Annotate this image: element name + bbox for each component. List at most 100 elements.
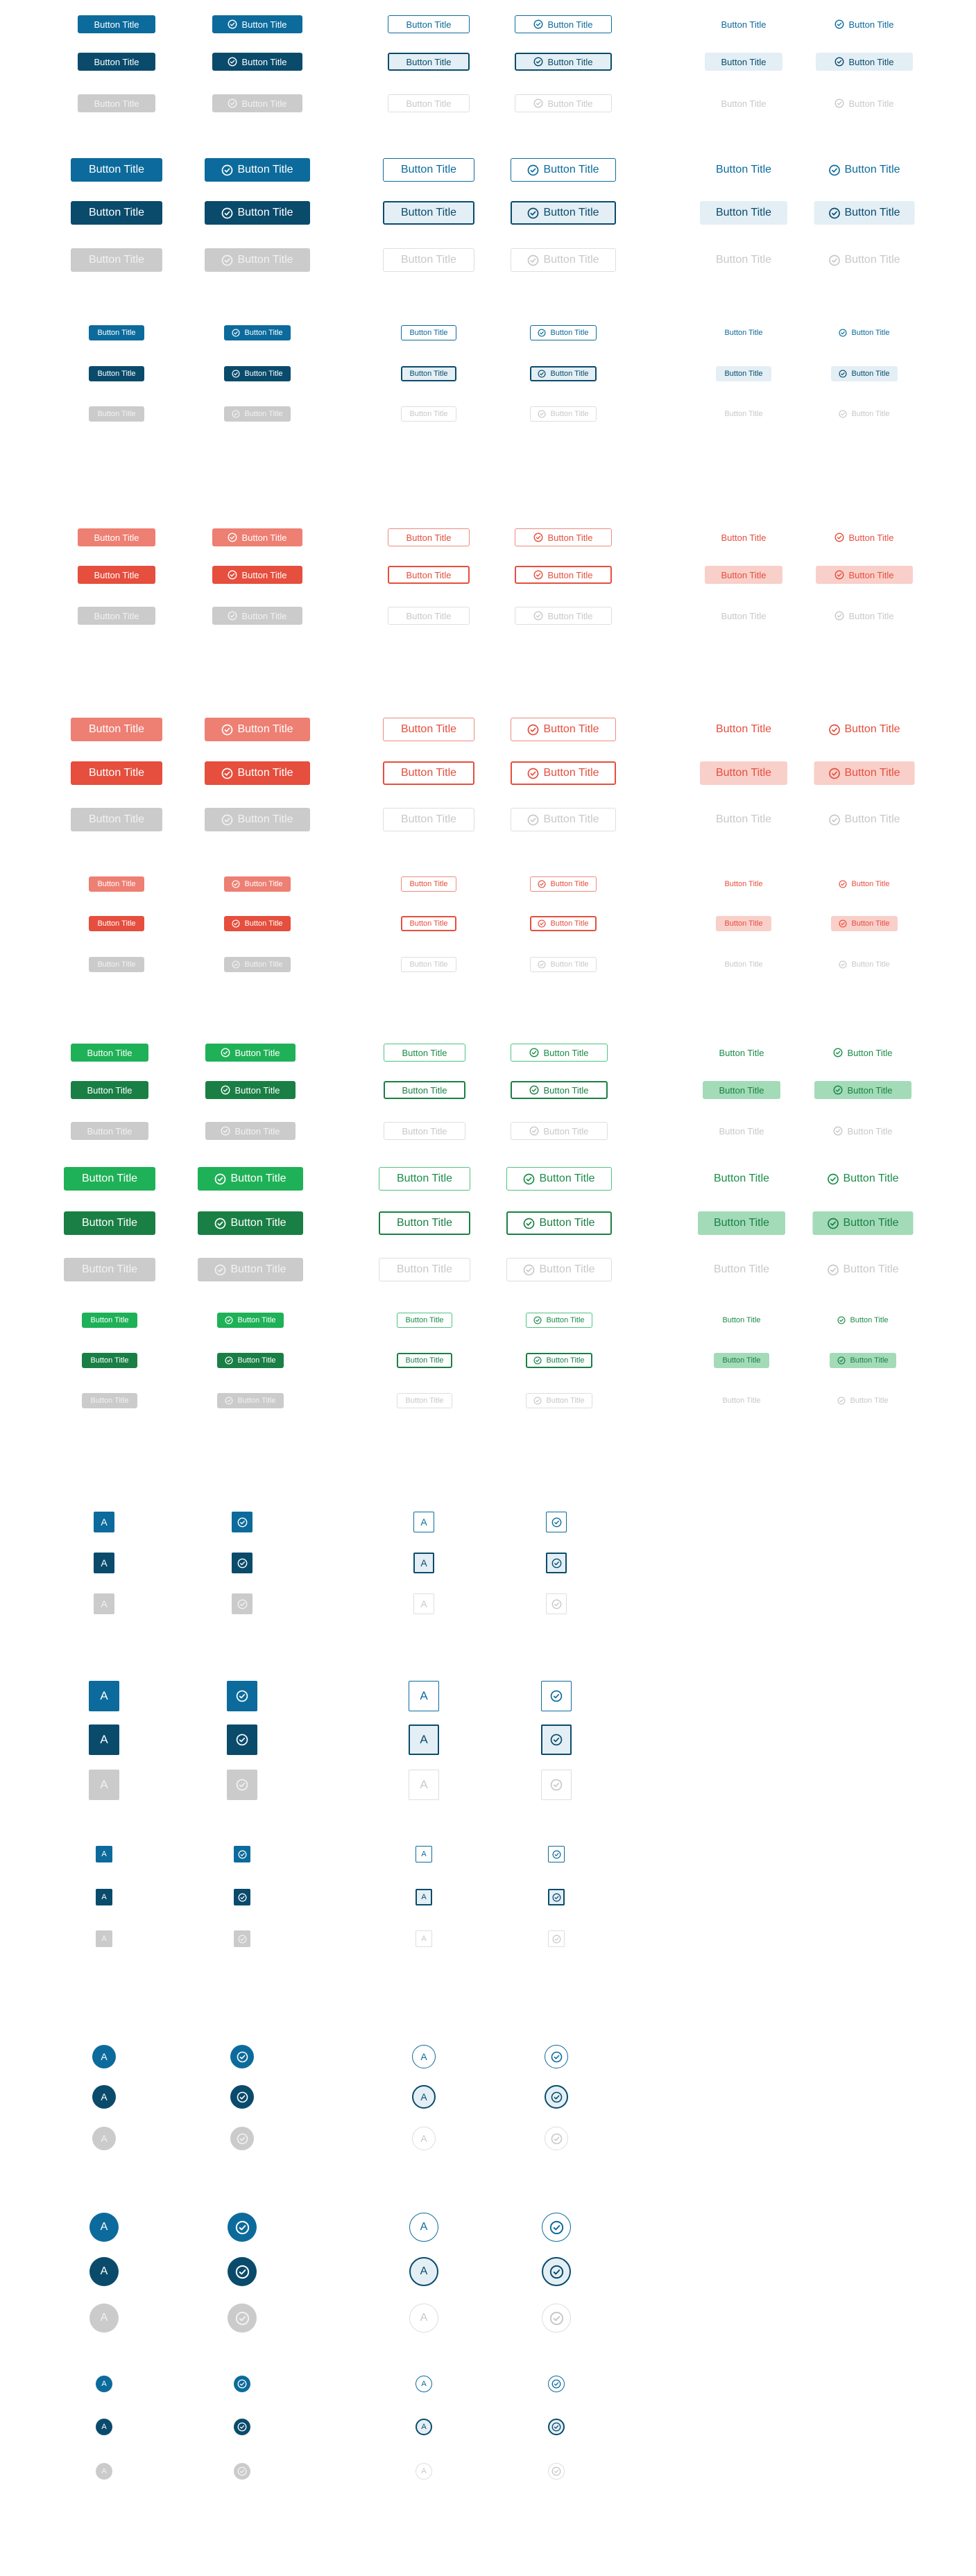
green-small-outline-default-button[interactable]: Button Title <box>397 1313 452 1328</box>
blue-medium-outline-icon-pressed-button[interactable]: Button Title <box>515 53 612 71</box>
blue-medium-ghost-pressed-button[interactable]: Button Title <box>705 53 782 71</box>
blue-small-outline-default-button[interactable]: Button Title <box>401 325 456 340</box>
blue-small-outline-icon-default-button[interactable]: Button Title <box>530 325 597 340</box>
green-medium-outline-pressed-button[interactable]: Button Title <box>384 1081 465 1099</box>
red-small-outline-icon-default-button[interactable]: Button Title <box>530 876 597 892</box>
red-small-outline-icon-pressed-button[interactable]: Button Title <box>530 916 597 931</box>
blue-medium-ghost-default-button[interactable]: Button Title <box>705 15 782 33</box>
square-small-filled-pressed-button[interactable]: A <box>96 1889 112 1905</box>
blue-medium-outline-icon-disabled-button[interactable]: Button Title <box>515 94 612 112</box>
round-small-filled-pressed-button[interactable]: A <box>96 2419 112 2435</box>
round-small-filled-disabled-button[interactable]: A <box>96 2463 112 2480</box>
blue-large-filled-disabled-button[interactable]: Button Title <box>71 248 162 272</box>
round-large-outline-disabled-button[interactable]: A <box>409 2303 438 2333</box>
red-small-ghost-default-button[interactable]: Button Title <box>716 876 771 892</box>
blue-large-outline-icon-disabled-button[interactable]: Button Title <box>511 248 616 272</box>
green-small-ghost-pressed-button[interactable]: Button Title <box>714 1353 769 1368</box>
blue-small-filled-disabled-button[interactable]: Button Title <box>89 406 144 422</box>
round-small-outline-pressed-button[interactable]: A <box>416 2419 432 2435</box>
green-large-filled-icon-disabled-button[interactable]: Button Title <box>198 1258 303 1281</box>
red-medium-ghost-icon-disabled-button[interactable]: Button Title <box>816 607 913 625</box>
round-medium-outline-pressed-button[interactable]: A <box>412 2085 436 2109</box>
round-small-outline-icon-pressed-button[interactable] <box>548 2419 565 2435</box>
green-large-ghost-pressed-button[interactable]: Button Title <box>698 1211 785 1235</box>
blue-small-filled-default-button[interactable]: Button Title <box>89 325 144 340</box>
blue-small-filled-icon-pressed-button[interactable]: Button Title <box>224 366 291 381</box>
blue-small-outline-icon-pressed-button[interactable]: Button Title <box>530 366 597 381</box>
green-large-outline-icon-pressed-button[interactable]: Button Title <box>506 1211 612 1235</box>
square-large-outline-pressed-button[interactable]: A <box>409 1724 439 1755</box>
blue-medium-outline-disabled-button[interactable]: Button Title <box>388 94 470 112</box>
blue-small-ghost-pressed-button[interactable]: Button Title <box>716 366 771 381</box>
green-small-outline-pressed-button[interactable]: Button Title <box>397 1353 452 1368</box>
blue-medium-ghost-disabled-button[interactable]: Button Title <box>705 94 782 112</box>
red-large-ghost-icon-default-button[interactable]: Button Title <box>814 718 915 741</box>
blue-large-ghost-disabled-button[interactable]: Button Title <box>700 248 787 272</box>
square-large-outline-disabled-button[interactable]: A <box>409 1770 439 1800</box>
square-large-filled-icon-default-button[interactable] <box>227 1681 257 1711</box>
red-small-outline-disabled-button[interactable]: Button Title <box>401 957 456 972</box>
green-medium-ghost-default-button[interactable]: Button Title <box>703 1044 780 1062</box>
square-medium-filled-icon-pressed-button[interactable] <box>232 1553 252 1573</box>
green-small-ghost-icon-disabled-button[interactable]: Button Title <box>830 1393 896 1408</box>
green-small-outline-disabled-button[interactable]: Button Title <box>397 1393 452 1408</box>
square-large-outline-icon-pressed-button[interactable] <box>541 1724 572 1755</box>
red-medium-filled-pressed-button[interactable]: Button Title <box>78 566 155 584</box>
green-large-outline-icon-default-button[interactable]: Button Title <box>506 1167 612 1191</box>
blue-medium-ghost-icon-disabled-button[interactable]: Button Title <box>816 94 913 112</box>
round-medium-filled-pressed-button[interactable]: A <box>92 2085 116 2109</box>
green-large-filled-icon-default-button[interactable]: Button Title <box>198 1167 303 1191</box>
red-large-outline-icon-default-button[interactable]: Button Title <box>511 718 616 741</box>
round-medium-outline-default-button[interactable]: A <box>412 2045 436 2068</box>
green-small-filled-disabled-button[interactable]: Button Title <box>82 1393 137 1408</box>
square-small-outline-icon-pressed-button[interactable] <box>548 1889 565 1905</box>
blue-large-outline-icon-pressed-button[interactable]: Button Title <box>511 201 616 225</box>
round-large-filled-icon-default-button[interactable] <box>228 2213 257 2242</box>
red-small-ghost-icon-pressed-button[interactable]: Button Title <box>831 916 898 931</box>
round-medium-filled-icon-default-button[interactable] <box>230 2045 254 2068</box>
square-small-filled-icon-default-button[interactable] <box>234 1846 250 1862</box>
round-medium-outline-icon-disabled-button[interactable] <box>545 2127 568 2150</box>
red-medium-ghost-disabled-button[interactable]: Button Title <box>705 607 782 625</box>
blue-medium-outline-default-button[interactable]: Button Title <box>388 15 470 33</box>
square-medium-filled-icon-disabled-button[interactable] <box>232 1593 252 1614</box>
red-large-filled-icon-default-button[interactable]: Button Title <box>205 718 310 741</box>
blue-small-outline-icon-disabled-button[interactable]: Button Title <box>530 406 597 422</box>
green-large-outline-disabled-button[interactable]: Button Title <box>379 1258 470 1281</box>
round-small-outline-disabled-button[interactable]: A <box>416 2463 432 2480</box>
red-medium-filled-disabled-button[interactable]: Button Title <box>78 607 155 625</box>
blue-large-outline-default-button[interactable]: Button Title <box>383 158 474 182</box>
square-small-outline-disabled-button[interactable]: A <box>416 1930 432 1947</box>
green-small-ghost-default-button[interactable]: Button Title <box>714 1313 769 1328</box>
red-large-filled-icon-pressed-button[interactable]: Button Title <box>205 761 310 785</box>
square-medium-filled-icon-default-button[interactable] <box>232 1512 252 1532</box>
blue-large-ghost-icon-pressed-button[interactable]: Button Title <box>814 201 915 225</box>
square-small-outline-pressed-button[interactable]: A <box>416 1889 432 1905</box>
red-large-filled-default-button[interactable]: Button Title <box>71 718 162 741</box>
round-large-filled-default-button[interactable]: A <box>89 2213 119 2242</box>
square-medium-filled-default-button[interactable]: A <box>94 1512 114 1532</box>
green-small-outline-icon-pressed-button[interactable]: Button Title <box>526 1353 592 1368</box>
red-large-outline-pressed-button[interactable]: Button Title <box>383 761 474 785</box>
red-medium-ghost-icon-default-button[interactable]: Button Title <box>816 528 913 546</box>
red-large-filled-pressed-button[interactable]: Button Title <box>71 761 162 785</box>
red-small-outline-pressed-button[interactable]: Button Title <box>401 916 456 931</box>
red-medium-filled-icon-default-button[interactable]: Button Title <box>212 528 302 546</box>
red-small-ghost-disabled-button[interactable]: Button Title <box>716 957 771 972</box>
red-small-outline-default-button[interactable]: Button Title <box>401 876 456 892</box>
blue-large-outline-disabled-button[interactable]: Button Title <box>383 248 474 272</box>
green-medium-filled-disabled-button[interactable]: Button Title <box>71 1122 148 1140</box>
red-medium-outline-disabled-button[interactable]: Button Title <box>388 607 470 625</box>
round-medium-filled-default-button[interactable]: A <box>92 2045 116 2068</box>
red-small-filled-disabled-button[interactable]: Button Title <box>89 957 144 972</box>
red-large-outline-disabled-button[interactable]: Button Title <box>383 808 474 831</box>
square-medium-filled-pressed-button[interactable]: A <box>94 1553 114 1573</box>
blue-large-filled-icon-default-button[interactable]: Button Title <box>205 158 310 182</box>
green-small-filled-icon-default-button[interactable]: Button Title <box>217 1313 284 1328</box>
green-medium-outline-default-button[interactable]: Button Title <box>384 1044 465 1062</box>
red-medium-filled-icon-disabled-button[interactable]: Button Title <box>212 607 302 625</box>
green-medium-ghost-icon-disabled-button[interactable]: Button Title <box>814 1122 911 1140</box>
green-large-ghost-disabled-button[interactable]: Button Title <box>698 1258 785 1281</box>
square-medium-outline-pressed-button[interactable]: A <box>413 1553 434 1573</box>
round-medium-filled-disabled-button[interactable]: A <box>92 2127 116 2150</box>
